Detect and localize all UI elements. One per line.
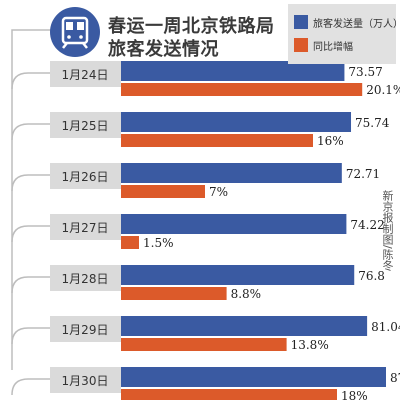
passengers-value-label: 81.04 bbox=[371, 320, 400, 334]
growth-bar bbox=[121, 287, 227, 300]
growth-value-label: 18% bbox=[341, 389, 368, 400]
growth-bar bbox=[121, 134, 313, 147]
chart-credit: 新京报制图/陈冬 bbox=[381, 190, 394, 271]
date-box bbox=[50, 367, 121, 393]
date-box bbox=[50, 61, 121, 87]
date-label: 1月28日 bbox=[62, 272, 109, 286]
passengers-bar bbox=[121, 316, 368, 336]
train-icon bbox=[50, 7, 100, 57]
bracket-connector bbox=[11, 225, 50, 243]
date-label: 1月27日 bbox=[62, 221, 109, 235]
bracket-connector bbox=[11, 123, 50, 141]
passengers-value-label: 87.26 bbox=[390, 371, 400, 385]
growth-value-label: 20.1% bbox=[366, 83, 400, 97]
legend-swatch-growth bbox=[294, 38, 308, 52]
passengers-bar bbox=[121, 112, 352, 132]
bracket-connector bbox=[11, 276, 50, 294]
chart-legend: 旅客发送量（万人） 同比增幅 bbox=[288, 4, 400, 64]
growth-bar bbox=[121, 185, 205, 198]
growth-value-label: 16% bbox=[317, 134, 344, 148]
date-label: 1月29日 bbox=[62, 323, 109, 337]
date-box bbox=[50, 214, 121, 240]
passengers-value-label: 76.8 bbox=[358, 269, 385, 283]
date-label: 1月25日 bbox=[62, 119, 109, 133]
date-label: 1月26日 bbox=[62, 170, 109, 184]
growth-value-label: 7% bbox=[209, 185, 228, 199]
growth-value-label: 8.8% bbox=[231, 287, 262, 301]
growth-value-label: 1.5% bbox=[143, 236, 174, 250]
bracket-connector bbox=[11, 378, 50, 396]
date-box bbox=[50, 112, 121, 138]
date-label: 1月30日 bbox=[62, 374, 109, 388]
passengers-bar bbox=[121, 265, 355, 285]
growth-bar bbox=[121, 236, 139, 249]
legend-item-growth: 同比增幅 bbox=[294, 37, 353, 53]
growth-bar bbox=[121, 338, 287, 351]
legend-item-passengers: 旅客发送量（万人） bbox=[294, 14, 400, 30]
growth-bar bbox=[121, 389, 337, 400]
legend-label-passengers: 旅客发送量（万人） bbox=[313, 18, 400, 30]
bracket-vertical-line bbox=[11, 29, 52, 370]
date-label: 1月24日 bbox=[62, 68, 109, 82]
passengers-bar bbox=[121, 214, 347, 234]
bracket-connector bbox=[11, 72, 50, 90]
passengers-bar bbox=[121, 61, 345, 81]
bracket-connector bbox=[11, 174, 50, 192]
date-box bbox=[50, 316, 121, 342]
chart-title-line2: 旅客发送情况 bbox=[108, 39, 219, 60]
passengers-value-label: 74.22 bbox=[350, 218, 384, 232]
date-box bbox=[50, 163, 121, 189]
growth-value-label: 13.8% bbox=[291, 338, 329, 352]
passengers-value-label: 73.57 bbox=[348, 65, 382, 79]
passengers-value-label: 72.71 bbox=[346, 167, 380, 181]
legend-label-growth: 同比增幅 bbox=[313, 41, 353, 53]
legend-swatch-passengers bbox=[294, 15, 308, 29]
growth-bar bbox=[121, 83, 363, 96]
date-box bbox=[50, 265, 121, 291]
bracket-connector bbox=[11, 327, 50, 345]
chart-title-line1: 春运一周北京铁路局 bbox=[108, 16, 275, 37]
passengers-value-label: 75.74 bbox=[355, 116, 390, 130]
passengers-bar bbox=[121, 367, 386, 387]
passengers-bar bbox=[121, 163, 342, 183]
